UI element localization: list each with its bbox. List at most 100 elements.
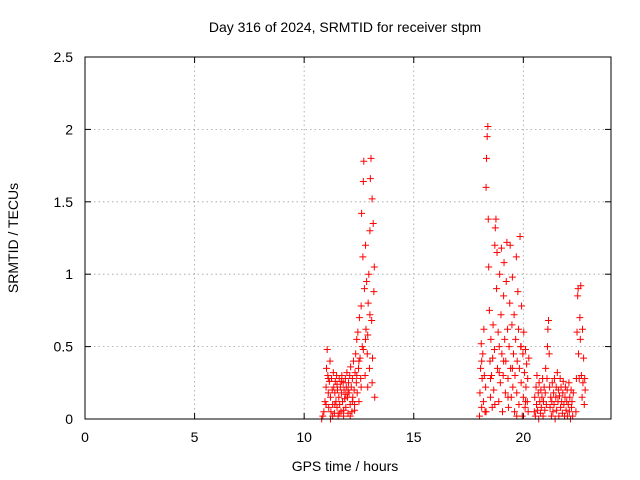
data-point [370,288,378,296]
data-point [359,345,367,353]
data-point [515,401,523,409]
data-point [531,393,539,401]
data-point [498,350,506,358]
tick-marks [84,56,611,420]
data-point [486,374,494,382]
data-point [364,331,372,339]
data-point [364,299,372,307]
data-point [575,350,583,358]
x-tick-label: 15 [406,429,422,445]
data-point [485,306,493,314]
data-point [543,374,551,382]
data-point [550,401,558,409]
data-point [335,393,343,401]
data-point [522,383,530,391]
data-point [351,369,359,377]
data-point [476,412,483,420]
data-point [513,389,521,397]
data-point [508,364,516,372]
data-point [352,379,360,387]
data-point [496,379,504,387]
data-point [517,343,525,351]
data-point [542,364,550,372]
data-point [577,282,585,290]
data-point [512,335,520,343]
data-point [559,389,567,397]
data-point [359,178,367,186]
data-point [355,357,363,365]
data-point [546,403,554,411]
data-point [480,325,488,333]
data-point [490,345,498,353]
data-point [478,357,486,365]
data-point [522,398,530,406]
data-point [532,401,540,409]
data-point [543,343,551,351]
data-point [368,317,376,325]
data-point [564,401,572,409]
data-point [482,383,490,391]
data-point [357,374,365,382]
data-point [500,259,508,267]
x-axis-title: GPS time / hours [292,458,399,474]
data-point [552,393,560,401]
data-point [579,379,587,387]
data-point [341,395,349,403]
data-point [497,244,505,252]
data-point [531,412,539,420]
data-point [487,335,495,343]
data-point [559,377,567,385]
data-point [335,409,343,417]
data-point [523,360,531,368]
data-point [538,393,546,401]
data-point [345,389,353,397]
data-point [497,311,505,319]
data-point [541,406,549,414]
data-point [366,311,374,319]
data-point [367,154,375,162]
data-point [495,369,503,377]
data-point [344,386,352,394]
data-point [561,383,569,391]
data-point [489,321,497,329]
x-tick-label: 10 [296,429,312,445]
y-tick-label: 0.5 [54,339,74,355]
data-point [539,398,547,406]
data-point [539,412,547,420]
data-point [501,389,509,397]
data-point [319,412,327,420]
data-point [324,389,332,397]
data-point [534,406,542,414]
data-point [545,350,553,358]
data-point [361,372,369,380]
data-point [322,401,330,409]
data-point [533,372,541,380]
data-point [362,241,370,249]
data-point [363,277,371,285]
data-point [480,372,488,380]
data-point [365,270,373,278]
data-point [537,386,545,394]
data-point [365,364,373,372]
data-point [515,364,523,372]
data-point [488,372,496,380]
data-point [366,227,374,235]
data-point [342,403,350,411]
data-point [557,403,565,411]
data-point [541,389,549,397]
data-point [340,412,348,420]
data-point [360,157,368,165]
data-point [548,379,556,387]
data-point [489,354,497,362]
data-point [360,285,368,293]
data-point [348,398,356,406]
data-point [495,343,503,351]
data-point [347,383,355,391]
data-point [556,374,564,382]
data-point [493,364,501,372]
data-point [477,340,485,348]
data-point [522,345,530,353]
data-point [369,220,377,228]
data-point [483,133,491,141]
